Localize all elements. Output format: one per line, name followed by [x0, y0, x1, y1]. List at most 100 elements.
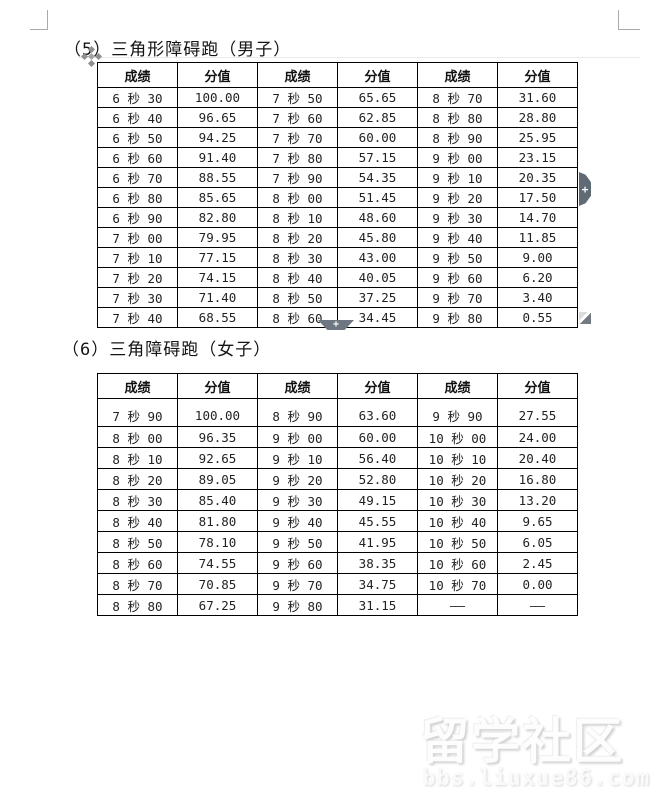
table-cell: 9 秒 00 — [257, 426, 338, 448]
table-cell: 10 秒 20 — [417, 468, 498, 490]
table-cell: 25.95 — [497, 127, 578, 148]
table-cell: 6 秒 50 — [97, 127, 178, 148]
table-cell: 74.55 — [177, 552, 258, 574]
table-cell: 9.00 — [497, 247, 578, 268]
table-cell: 37.25 — [337, 287, 418, 308]
add-column-button[interactable]: + — [579, 172, 591, 206]
table-resize-handle[interactable] — [579, 312, 591, 324]
table-row: 8 秒 00 96.35 9 秒 00 60.00 10 秒 00 24.00 — [97, 426, 578, 448]
table-cell: 7 秒 40 — [97, 307, 178, 328]
table-cell: 6 秒 80 — [97, 187, 178, 208]
table-cell: 56.40 — [337, 447, 418, 469]
table-cell: 100.00 — [177, 398, 258, 427]
table-cell: 51.45 — [337, 187, 418, 208]
table-cell: 8 秒 60 — [97, 552, 178, 574]
table-cell: 9 秒 50 — [257, 531, 338, 553]
table-cell: 10 秒 70 — [417, 573, 498, 595]
table-cell: 92.65 — [177, 447, 258, 469]
table-cell: 96.65 — [177, 107, 258, 128]
table-cell: 82.80 — [177, 207, 258, 228]
table-cell: 8 秒 60 — [257, 307, 338, 328]
score-table-women: 成绩 分值 成绩 分值 成绩 分值 7 秒 90 100.00 8 秒 90 63.60 9 秒 … — [97, 373, 578, 616]
column-header: 分值 — [177, 373, 258, 399]
table-cell: 0.55 — [497, 307, 578, 328]
section-title-men: （5）三角形障碍跑（男子） — [64, 40, 292, 60]
table-cell: 8 秒 00 — [97, 426, 178, 448]
table-cell: 2.45 — [497, 552, 578, 574]
column-header: 成绩 — [417, 62, 498, 88]
table-cell: 6.20 — [497, 267, 578, 288]
table-cell: 8 秒 20 — [257, 227, 338, 248]
table-cell: 9 秒 40 — [257, 510, 338, 532]
table-cell: 6 秒 40 — [97, 107, 178, 128]
table-cell: 94.25 — [177, 127, 258, 148]
table-cell: 48.60 — [337, 207, 418, 228]
table-cell: 78.10 — [177, 531, 258, 553]
table-cell: 89.05 — [177, 468, 258, 490]
table-cell: 100.00 — [177, 87, 258, 108]
add-row-button[interactable]: + — [318, 320, 354, 330]
table-cell: —— — [417, 594, 498, 616]
table-cell: 85.65 — [177, 187, 258, 208]
table-cell: 17.50 — [497, 187, 578, 208]
table-cell: 9 秒 60 — [257, 552, 338, 574]
table-cell: 65.65 — [337, 87, 418, 108]
table-cell: 13.20 — [497, 489, 578, 511]
table-cell: 70.85 — [177, 573, 258, 595]
table-cell: 57.15 — [337, 147, 418, 168]
column-header: 成绩 — [97, 373, 178, 399]
table-cell: 8 秒 10 — [97, 447, 178, 469]
table-cell: 52.80 — [337, 468, 418, 490]
page-margin-mark-top-right — [618, 10, 640, 30]
watermark-logo-text: 留学社区 — [420, 713, 625, 770]
table-cell: 38.35 — [337, 552, 418, 574]
table-cell: 9 秒 50 — [417, 247, 498, 268]
table-cell: 31.15 — [337, 594, 418, 616]
table-row: 6 秒 60 91.40 7 秒 80 57.15 9 秒 00 23.15 — [97, 147, 578, 168]
table-cell: 77.15 — [177, 247, 258, 268]
table-row: 8 秒 40 81.80 9 秒 40 45.55 10 秒 40 9.65 — [97, 510, 578, 532]
table-row: 7 秒 00 79.95 8 秒 20 45.80 9 秒 40 11.85 — [97, 227, 578, 248]
table-cell: 6 秒 70 — [97, 167, 178, 188]
table-row: 6 秒 50 94.25 7 秒 70 60.00 8 秒 90 25.95 — [97, 127, 578, 148]
table-cell: 54.35 — [337, 167, 418, 188]
table-row: 6 秒 70 88.55 7 秒 90 54.35 9 秒 10 20.35 — [97, 167, 578, 188]
table-row: 7 秒 20 74.15 8 秒 40 40.05 9 秒 60 6.20 — [97, 267, 578, 288]
table-cell: 10 秒 00 — [417, 426, 498, 448]
table-cell: 81.80 — [177, 510, 258, 532]
watermark-url-text: bbs.liuxue86.com — [422, 766, 650, 791]
table-cell: 9 秒 30 — [417, 207, 498, 228]
table-cell: 8 秒 50 — [97, 531, 178, 553]
table-cell: 91.40 — [177, 147, 258, 168]
table-row: 7 秒 10 77.15 8 秒 30 43.00 9 秒 50 9.00 — [97, 247, 578, 268]
table-cell: 8 秒 40 — [97, 510, 178, 532]
table-cell: 45.55 — [337, 510, 418, 532]
table-cell: 3.40 — [497, 287, 578, 308]
table-cell: 7 秒 90 — [257, 167, 338, 188]
table-row: 7 秒 40 68.55 8 秒 60 34.45 9 秒 80 0.55 — [97, 307, 578, 328]
table-cell: 20.40 — [497, 447, 578, 469]
table-cell: 9.65 — [497, 510, 578, 532]
table-cell: 7 秒 50 — [257, 87, 338, 108]
anchor-rule-line — [78, 57, 640, 58]
table-cell: 71.40 — [177, 287, 258, 308]
table-cell: 68.55 — [177, 307, 258, 328]
table-cell: 9 秒 80 — [417, 307, 498, 328]
table-cell: 6 秒 30 — [97, 87, 178, 108]
column-header: 成绩 — [417, 373, 498, 399]
table-cell: 63.60 — [337, 398, 418, 427]
table-row: 6 秒 30 100.00 7 秒 50 65.65 8 秒 70 31.60 — [97, 87, 578, 108]
table-row: 8 秒 60 74.55 9 秒 60 38.35 10 秒 60 2.45 — [97, 552, 578, 574]
table-row: 7 秒 90 100.00 8 秒 90 63.60 9 秒 90 27.55 — [97, 398, 578, 427]
table-cell: 6 秒 90 — [97, 207, 178, 228]
table-cell: 9 秒 30 — [257, 489, 338, 511]
table-row: 6 秒 80 85.65 8 秒 00 51.45 9 秒 20 17.50 — [97, 187, 578, 208]
column-header: 分值 — [177, 62, 258, 88]
table-cell: 9 秒 20 — [257, 468, 338, 490]
table-cell: 27.55 — [497, 398, 578, 427]
table-cell: 16.80 — [497, 468, 578, 490]
table-row: 6 秒 40 96.65 7 秒 60 62.85 8 秒 80 28.80 — [97, 107, 578, 128]
table-cell: 10 秒 40 — [417, 510, 498, 532]
table-cell: 8 秒 40 — [257, 267, 338, 288]
